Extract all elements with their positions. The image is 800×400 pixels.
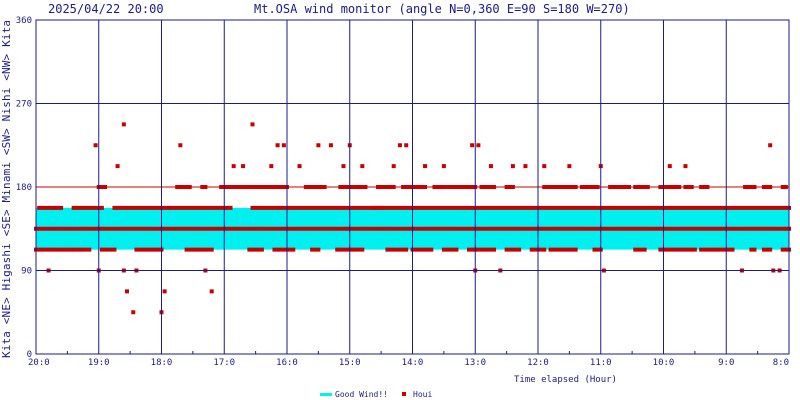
houi-point: [683, 164, 688, 169]
y-tick-label: 0: [27, 350, 32, 360]
plot-frame: [35, 19, 790, 355]
timestamp: 2025/04/22 20:00: [48, 2, 164, 16]
houi-point: [231, 164, 236, 169]
axis-layer: 0 90 180 270 360 20:0 19:0 18:0 17:0 16:0 15:0 14:0…: [16, 16, 789, 368]
houi-point: [488, 164, 493, 169]
houi-point-run: [37, 205, 64, 210]
houi-point-run: [71, 247, 92, 252]
x-tick-label: 9:0: [718, 358, 734, 368]
x-tick-label: 18:0: [151, 358, 173, 368]
houi-point: [209, 289, 214, 294]
y-axis-label: Kita <NE> Higashi <SE> Minami <SW> Nishi…: [0, 20, 13, 358]
x-tick-label: 20:0: [28, 358, 50, 368]
houi-point: [269, 164, 274, 169]
houi-point: [241, 164, 246, 169]
houi-point-run: [633, 247, 647, 252]
houi-point: [297, 164, 302, 169]
x-tick-label: 10:0: [653, 358, 675, 368]
legend: Good Wind!! Houi: [320, 390, 432, 399]
houi-point: [178, 143, 183, 148]
houi-point: [250, 122, 255, 127]
houi-point-run: [780, 247, 791, 252]
x-tick-label: 17:0: [213, 358, 235, 368]
houi-point-run: [250, 205, 792, 210]
houi-point-run: [466, 247, 478, 252]
houi-point-run: [34, 247, 73, 252]
houi-point: [93, 143, 98, 148]
legend-label-houi: Houi: [413, 390, 432, 399]
houi-point-run: [592, 247, 603, 252]
houi-point: [476, 143, 481, 148]
houi-point-run: [473, 247, 497, 252]
houi-point: [281, 143, 286, 148]
houi-point-run: [749, 247, 757, 252]
houi-point: [404, 143, 409, 148]
houi-point-run: [310, 247, 321, 252]
houi-point: [423, 164, 428, 169]
houi-point-run: [247, 247, 264, 252]
houi-point: [523, 164, 528, 169]
x-tick-label: 19:0: [88, 358, 110, 368]
houi-point: [391, 164, 396, 169]
houi-point: [510, 164, 515, 169]
houi-point-run: [184, 247, 214, 252]
houi-point-run: [385, 247, 409, 252]
houi-point: [397, 143, 402, 148]
houi-point: [316, 143, 321, 148]
houi-point: [121, 122, 126, 127]
chart-title: Mt.OSA wind monitor (angle N=0,360 E=90 …: [254, 2, 630, 16]
x-tick-label: 16:0: [276, 358, 298, 368]
houi-point: [441, 164, 446, 169]
houi-point: [162, 289, 167, 294]
x-tick-label: 12:0: [527, 358, 549, 368]
houi-point: [131, 310, 136, 315]
houi-point: [124, 289, 129, 294]
houi-point-run: [761, 247, 773, 252]
houi-point-run: [71, 205, 104, 210]
houi-point-run: [112, 205, 233, 210]
x-tick-label: 11:0: [590, 358, 612, 368]
houi-point: [341, 164, 346, 169]
legend-label-good-wind: Good Wind!!: [335, 390, 388, 399]
x-tick-label: 15:0: [339, 358, 361, 368]
houi-point: [328, 143, 333, 148]
legend-swatch-good-wind: [320, 393, 332, 396]
grid-layer: [35, 19, 790, 355]
houi-point-run: [372, 205, 384, 210]
houi-point-run: [658, 247, 697, 252]
x-tick-label: 14:0: [402, 358, 424, 368]
houi-point-run: [441, 247, 459, 252]
houi-point: [768, 143, 773, 148]
houi-point: [470, 143, 475, 148]
houi-point-run: [134, 247, 164, 252]
houi-point: [542, 164, 547, 169]
houi-point-run: [548, 247, 578, 252]
x-tick-label: 13:0: [464, 358, 486, 368]
x-tick-label: 8:0: [773, 358, 789, 368]
x-axis-label: Time elapsed (Hour): [514, 375, 617, 385]
y-tick-label: 180: [16, 183, 32, 193]
houi-point: [360, 164, 365, 169]
legend-swatch-houi: [402, 392, 406, 396]
houi-point-run: [272, 247, 296, 252]
houi-point-run: [504, 247, 522, 252]
houi-point: [115, 164, 120, 169]
houi-point: [567, 164, 572, 169]
houi-point-run: [410, 247, 434, 252]
y-tick-label: 90: [21, 267, 32, 277]
houi-point-run: [99, 247, 117, 252]
houi-point-run: [699, 247, 735, 252]
y-tick-label: 360: [16, 16, 32, 26]
y-tick-label: 270: [16, 100, 32, 110]
houi-point: [275, 143, 280, 148]
houi-point: [667, 164, 672, 169]
